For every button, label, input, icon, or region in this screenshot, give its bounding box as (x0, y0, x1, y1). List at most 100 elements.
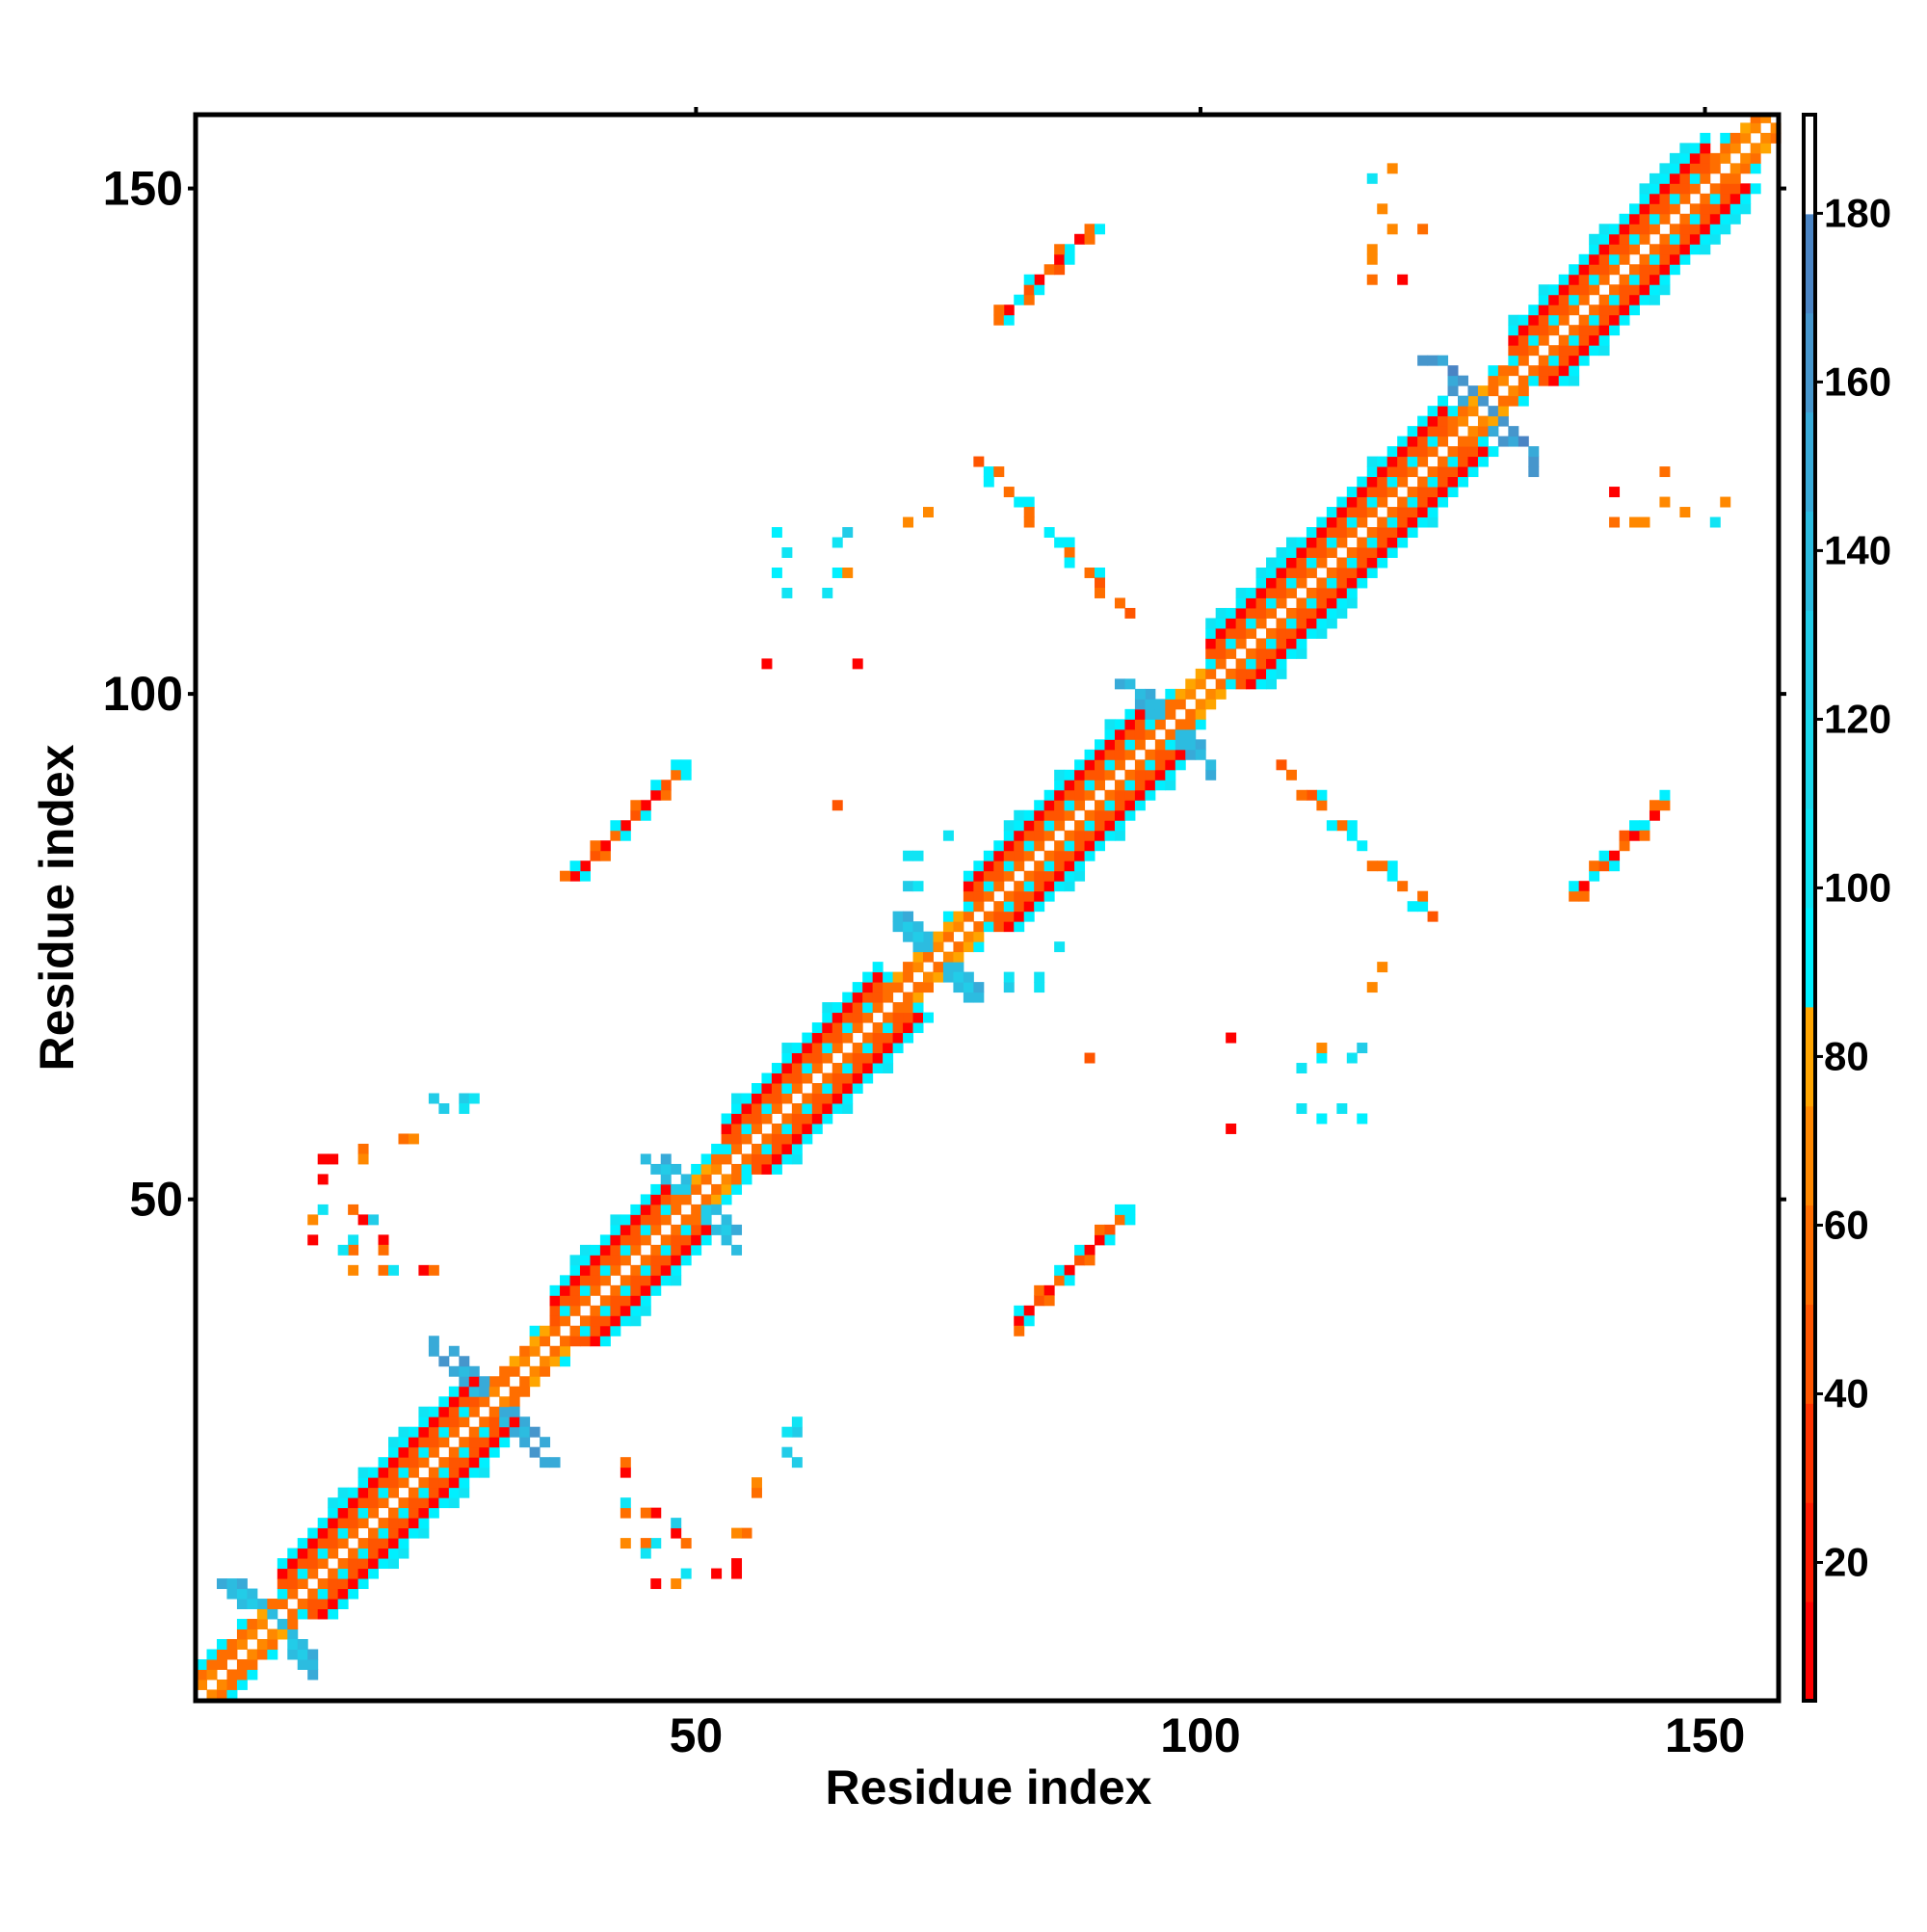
heatmap-cell (1226, 668, 1237, 679)
heatmap-cell (781, 1446, 793, 1458)
heatmap-cell (1598, 274, 1610, 285)
heatmap-cell (560, 1284, 570, 1296)
heatmap-cell (1336, 587, 1348, 598)
heatmap-cell (660, 1163, 672, 1175)
heatmap-cell (1488, 375, 1499, 386)
heatmap-cell (1285, 627, 1297, 639)
heatmap-cell (337, 1558, 349, 1570)
heatmap-cell (1609, 233, 1621, 245)
heatmap-cell (1508, 325, 1519, 336)
heatmap-cell (983, 850, 994, 861)
heatmap-cell (448, 1467, 460, 1478)
heatmap-cell (1326, 507, 1337, 518)
heatmap-cell (963, 982, 974, 993)
heatmap-cell (640, 1204, 651, 1215)
heatmap-cell (459, 1467, 470, 1478)
heatmap-cell (1709, 233, 1721, 245)
heatmap-cell (1336, 607, 1348, 619)
heatmap-cell (892, 1043, 904, 1054)
heatmap-cell (791, 1416, 803, 1428)
heatmap-cell (630, 1224, 642, 1235)
heatmap-cell (1569, 304, 1580, 316)
heatmap-cell (1014, 496, 1025, 508)
heatmap-cell (348, 1497, 359, 1509)
heatmap-cell (781, 1123, 793, 1134)
heatmap-cell (993, 840, 1005, 852)
heatmap-cell (1488, 385, 1499, 397)
heatmap-cell (842, 1063, 854, 1074)
heatmap-cell (1700, 172, 1711, 184)
heatmap-cell (1518, 375, 1529, 386)
heatmap-cell (1497, 365, 1509, 377)
heatmap-cell (811, 1043, 823, 1054)
heatmap-cell (1043, 860, 1055, 872)
heatmap-cell (1397, 537, 1409, 548)
heatmap-cell (1639, 284, 1650, 296)
heatmap-cell (287, 1588, 299, 1600)
heatmap-cell (680, 1183, 692, 1195)
heatmap-cell (1043, 264, 1055, 276)
heatmap-cell (700, 1163, 712, 1175)
heatmap-cell (1195, 668, 1206, 679)
heatmap-cell (519, 1416, 531, 1428)
heatmap-cell (1609, 314, 1621, 326)
heatmap-cell (1023, 496, 1035, 508)
heatmap-cell (357, 1578, 369, 1590)
heatmap-cell (579, 1325, 591, 1337)
heatmap-cell (1386, 860, 1398, 872)
heatmap-cell (388, 1264, 399, 1276)
heatmap-cell (1659, 274, 1671, 285)
heatmap-cell (1336, 597, 1348, 609)
heatmap-cell (923, 1012, 934, 1023)
heatmap-cell (1649, 253, 1660, 265)
heatmap-cell (741, 1093, 752, 1104)
heatmap-cell (1467, 446, 1479, 458)
heatmap-cell (671, 1275, 682, 1286)
heatmap-cell (459, 1093, 470, 1104)
heatmap-cell (1124, 607, 1136, 619)
heatmap-cell (933, 931, 944, 942)
heatmap-cell (842, 1032, 854, 1044)
heatmap-cell (1357, 487, 1368, 498)
heatmap-cell (923, 941, 934, 953)
heatmap-cell (751, 1083, 762, 1094)
heatmap-cell (620, 1315, 631, 1327)
heatmap-cell (1629, 820, 1640, 832)
heatmap-cell (519, 1345, 531, 1357)
heatmap-cell (1438, 406, 1449, 417)
heatmap-cell (771, 1093, 782, 1104)
heatmap-cell (1538, 314, 1549, 326)
heatmap-cell (1114, 678, 1125, 690)
heatmap-cell (277, 1628, 288, 1640)
heatmap-cell (590, 1305, 601, 1316)
heatmap-cell (549, 1325, 561, 1337)
heatmap-cell (418, 1518, 430, 1529)
heatmap-cell (1679, 507, 1691, 518)
heatmap-cell (1558, 274, 1570, 285)
heatmap-cell (1518, 345, 1529, 357)
heatmap-cell (307, 1608, 319, 1620)
heatmap-cell (317, 1588, 329, 1600)
heatmap-cell (822, 1052, 833, 1064)
heatmap-cell (438, 1102, 450, 1114)
heatmap-cell (1195, 678, 1206, 690)
heatmap-cell (1760, 112, 1772, 123)
heatmap-cell (398, 1527, 409, 1539)
heatmap-cell (418, 1497, 430, 1509)
heatmap-cell (1255, 567, 1267, 578)
heatmap-cell (610, 820, 621, 832)
heatmap-cell (1659, 213, 1671, 225)
heatmap-cell (1104, 1234, 1116, 1246)
heatmap-cell (1145, 780, 1156, 791)
heatmap-cell (1659, 172, 1671, 184)
heatmap-cell (1569, 345, 1580, 357)
heatmap-cell (741, 1163, 752, 1175)
heatmap-cell (983, 890, 994, 902)
heatmap-cell (418, 1477, 430, 1489)
heatmap-cell (650, 1224, 662, 1235)
heatmap-cell (1458, 415, 1468, 427)
heatmap-cell (1427, 516, 1439, 528)
heatmap-cell (408, 1426, 419, 1438)
heatmap-cell (620, 1457, 631, 1469)
